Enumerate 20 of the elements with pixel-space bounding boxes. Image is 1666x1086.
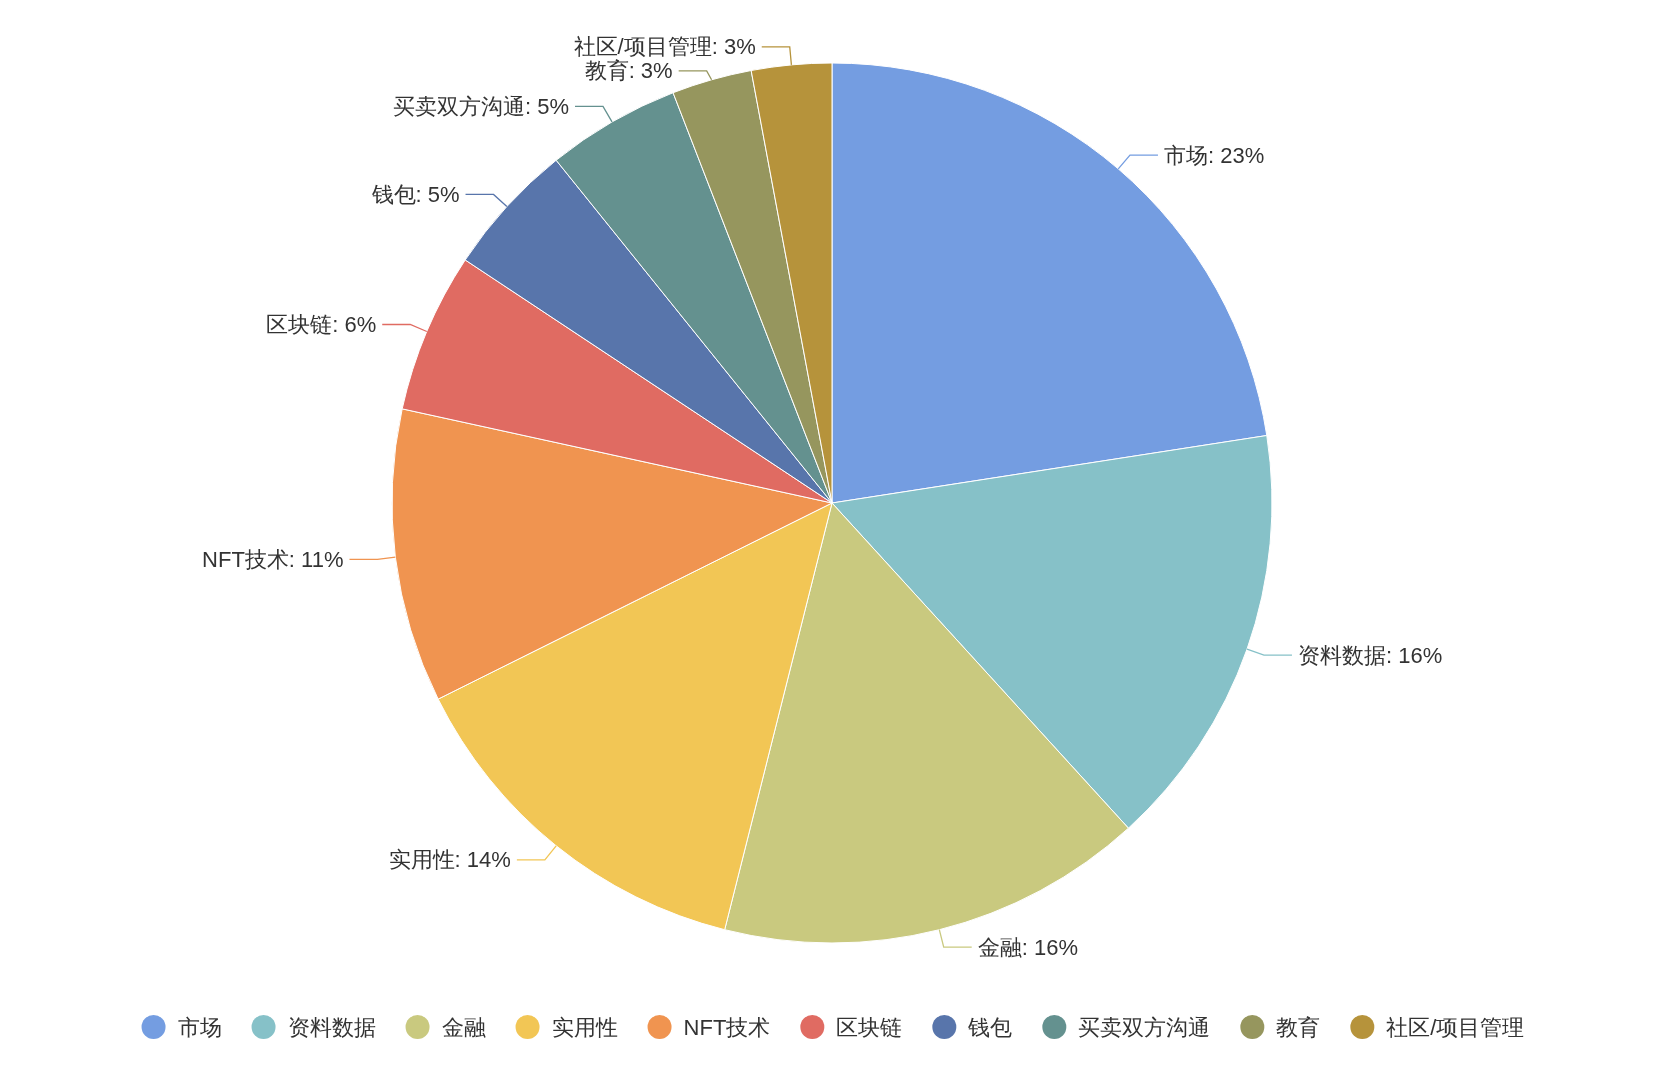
data-label: 买卖双方沟通: 5% (392, 93, 569, 119)
data-label: 教育: 3% (584, 58, 673, 84)
data-label: NFT技术: 11% (202, 546, 344, 572)
data-label: 区块链: 6% (266, 311, 377, 337)
legend-label: 实用性 (551, 1014, 618, 1040)
data-label: 实用性: 14% (388, 847, 511, 873)
data-label: 市场: 23% (1163, 142, 1265, 168)
legend-label: 社区/项目管理 (1386, 1014, 1525, 1040)
legend-label: 教育 (1276, 1014, 1321, 1040)
data-label: 社区/项目管理: 3% (573, 34, 756, 60)
legend-label: 金融 (441, 1014, 486, 1040)
legend-label: NFT技术 (683, 1014, 771, 1040)
data-label: 金融: 16% (977, 934, 1078, 960)
legend-label: 市场 (177, 1014, 222, 1040)
legend-label: 钱包 (967, 1014, 1013, 1040)
legend-label: 区块链 (836, 1014, 903, 1040)
data-label: 钱包: 5% (370, 181, 460, 207)
data-label: 资料数据: 16% (1297, 642, 1443, 668)
legend-label: 买卖双方沟通 (1078, 1014, 1211, 1040)
legend-label: 资料数据 (287, 1014, 376, 1040)
